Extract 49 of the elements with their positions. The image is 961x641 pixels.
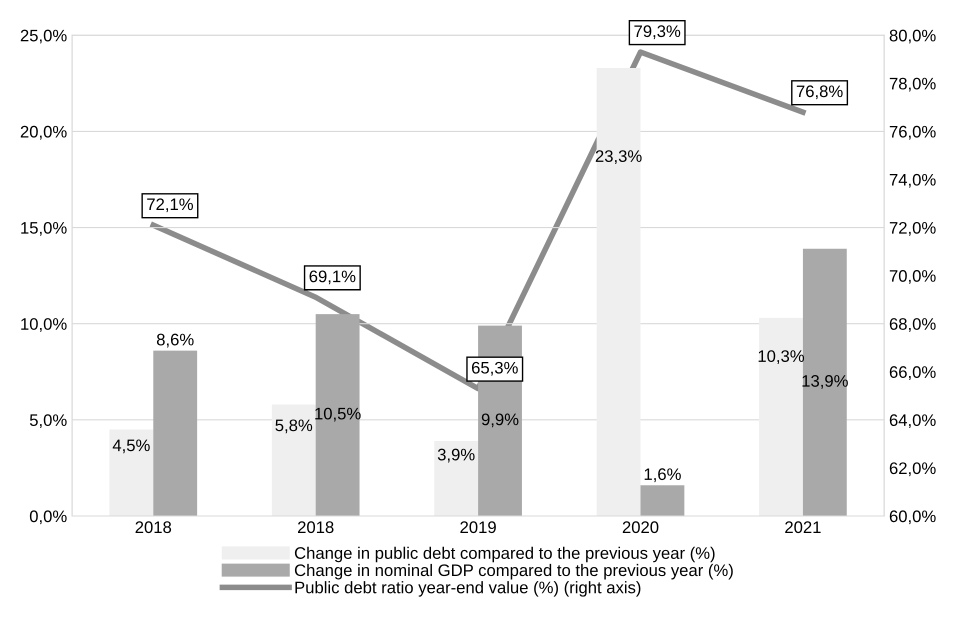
data-label: 4,5% [112, 440, 150, 454]
data-label: 3,9% [438, 448, 475, 462]
legend-label: Change in nominal GDP compared to the previous year (%) [294, 564, 733, 580]
data-label: 8,6% [156, 334, 194, 348]
bar [759, 318, 803, 516]
bar [434, 441, 478, 516]
data-label: 76,8% [796, 85, 843, 100]
y-tick-label: 15,0% [21, 222, 67, 236]
bar [596, 68, 641, 516]
y2-tick-label: 80,0% [890, 30, 936, 44]
y2-tick-label: 60,0% [890, 510, 936, 524]
data-label: 79,3% [634, 25, 680, 40]
bar [109, 429, 154, 516]
data-label: 65,3% [472, 362, 518, 376]
data-label: 1,6% [644, 468, 681, 482]
y2-tick-label: 72,0% [890, 222, 936, 236]
y-tick-label: 20,0% [20, 126, 67, 140]
y-tick-label: 5,0% [30, 414, 67, 428]
legend-label: Change in public debt compared to the previous year (%) [294, 546, 715, 562]
y2-tick-label: 64,0% [890, 414, 936, 428]
y-tick-label: 25,0% [20, 30, 67, 44]
y2-tick-label: 78,0% [890, 78, 936, 92]
bar [802, 248, 847, 516]
legend-label: Public debt ratio year-end value (%) (right axis) [295, 581, 640, 597]
y2-tick-label: 66,0% [890, 366, 936, 380]
data-label: 13,9% [802, 375, 848, 389]
bar [272, 404, 316, 516]
bar [316, 314, 360, 516]
x-tick-label: 2021 [785, 521, 821, 534]
data-label: 10,5% [315, 408, 361, 422]
x-tick-label: 2019 [460, 521, 496, 534]
bar [640, 485, 684, 516]
x-tick-label: 2018 [136, 521, 172, 534]
data-label: 10,3% [758, 350, 804, 364]
y2-tick-label: 62,0% [890, 462, 936, 476]
y2-tick-label: 76,0% [890, 126, 936, 140]
data-label: 9,9% [482, 413, 518, 428]
data-label: 69,1% [310, 270, 356, 284]
y-tick-label: 0,0% [30, 510, 67, 524]
x-tick-label: 2020 [622, 521, 658, 534]
data-label: 72,1% [147, 198, 193, 212]
data-label: 23,3% [596, 150, 642, 164]
data-label: 5,8% [275, 419, 312, 434]
y-tick-label: 10,0% [21, 318, 67, 332]
y2-tick-label: 70,0% [890, 270, 936, 284]
x-tick-label: 2018 [298, 521, 334, 534]
y2-tick-label: 68,0% [890, 318, 936, 332]
y2-tick-label: 74,0% [890, 174, 936, 188]
bar [153, 350, 198, 516]
